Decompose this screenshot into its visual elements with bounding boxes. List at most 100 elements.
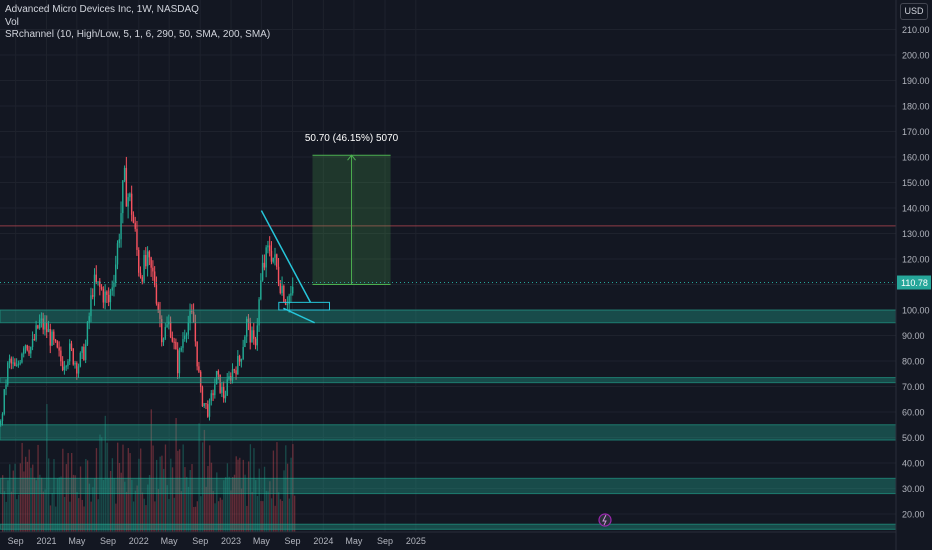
price-tick-label: 70.00: [902, 382, 925, 392]
candle-body: [83, 346, 85, 360]
candle-body: [106, 291, 108, 295]
volume-bar: [207, 466, 209, 532]
volume-bar: [210, 462, 213, 532]
candle-body: [1, 413, 4, 422]
volume-bar: [217, 501, 220, 532]
candle-body: [23, 348, 25, 354]
volume-bar: [193, 506, 195, 532]
volume-bar: [85, 458, 87, 532]
candle-body: [191, 311, 193, 313]
candle-body: [277, 266, 280, 284]
candle-body: [148, 251, 151, 258]
volume-bar: [145, 505, 147, 532]
candle-body: [53, 331, 55, 340]
candle-body: [157, 303, 159, 311]
volume-bar: [115, 503, 117, 532]
volume-bar: [86, 460, 89, 532]
symbol-title[interactable]: Advanced Micro Devices Inc, 1W, NASDAQ: [5, 4, 199, 15]
volume-bar: [276, 442, 278, 532]
candle-body: [0, 421, 2, 425]
sr-zone: [0, 523, 897, 530]
volume-bar: [249, 444, 252, 532]
candle-body: [15, 365, 18, 367]
volume-bar: [240, 488, 243, 532]
candle-body: [245, 318, 248, 337]
volume-bar: [178, 449, 181, 532]
volume-bar: [265, 490, 267, 532]
currency-button[interactable]: USD: [900, 3, 928, 20]
candle-body: [100, 286, 103, 290]
volume-bar: [67, 453, 69, 532]
candle-body: [199, 371, 202, 388]
time-tick-label: May: [68, 536, 86, 546]
candle-body: [233, 369, 236, 371]
sr-zone: [0, 309, 897, 324]
volume-bar: [30, 467, 32, 532]
volume-bar: [140, 448, 142, 532]
candle-body: [67, 361, 69, 367]
candle-body: [46, 322, 48, 333]
candle-body: [286, 304, 289, 306]
volume-bar: [166, 485, 168, 532]
candle-body: [247, 318, 250, 322]
candle-body: [40, 318, 43, 321]
volume-bar: [170, 458, 172, 532]
price-tick-label: 120.00: [902, 255, 930, 265]
volume-bar: [92, 487, 94, 532]
price-tick-label: 140.00: [902, 204, 930, 214]
candle-body: [26, 345, 28, 351]
volume-bar: [7, 480, 9, 532]
candle-body: [150, 257, 152, 268]
volume-bar: [37, 444, 39, 532]
candle-body: [54, 339, 57, 342]
volume-bar: [19, 463, 22, 532]
candle-body: [155, 285, 158, 304]
candle-body: [116, 243, 119, 265]
volume-bar: [173, 497, 175, 532]
srchannel-indicator-label[interactable]: SRchannel (10, High/Low, 5, 1, 6, 290, 5…: [5, 29, 271, 40]
candle-body: [3, 389, 5, 414]
candle-body: [176, 349, 179, 374]
time-tick-label: 2023: [221, 536, 241, 546]
volume-bar: [230, 490, 232, 532]
candle-body: [159, 310, 161, 319]
time-axis: Sep 2021 May Sep 2022 May Sep 2023 May Sep 2024 May…: [8, 536, 426, 546]
volume-bar: [235, 456, 237, 532]
candle-body: [86, 322, 89, 345]
candle-body: [187, 322, 189, 335]
candle-body: [288, 295, 290, 305]
volume-bar: [237, 459, 239, 532]
volume-bar: [155, 459, 158, 532]
sr-zone: [0, 477, 897, 495]
candle-body: [139, 272, 142, 278]
candle-body: [242, 347, 244, 360]
candle-body: [267, 245, 269, 248]
candle-body: [37, 325, 39, 329]
candle-body: [270, 250, 273, 262]
volume-bar: [113, 478, 115, 532]
volume-bar: [49, 505, 52, 532]
volume-bar: [274, 505, 276, 532]
volume-bar: [108, 478, 110, 532]
candle-body: [5, 384, 7, 390]
candle-body: [14, 362, 16, 366]
volume-bar: [219, 497, 221, 532]
price-tick-label: 100.00: [902, 306, 930, 316]
volume-bar: [177, 450, 179, 532]
volume-bar: [131, 479, 133, 532]
volume-indicator-label[interactable]: Vol: [5, 16, 19, 28]
candle-body: [58, 347, 60, 351]
candle-body: [21, 353, 23, 363]
candle-body: [8, 358, 11, 363]
candle-body: [130, 193, 133, 215]
candle-body: [42, 318, 44, 330]
candle-body: [93, 274, 96, 297]
volume-bar: [279, 499, 282, 532]
candle-body: [79, 352, 82, 367]
candle-body: [47, 328, 50, 333]
time-tick-label: Sep: [192, 536, 208, 546]
volume-bar: [281, 500, 283, 532]
volume-bar: [14, 463, 16, 532]
